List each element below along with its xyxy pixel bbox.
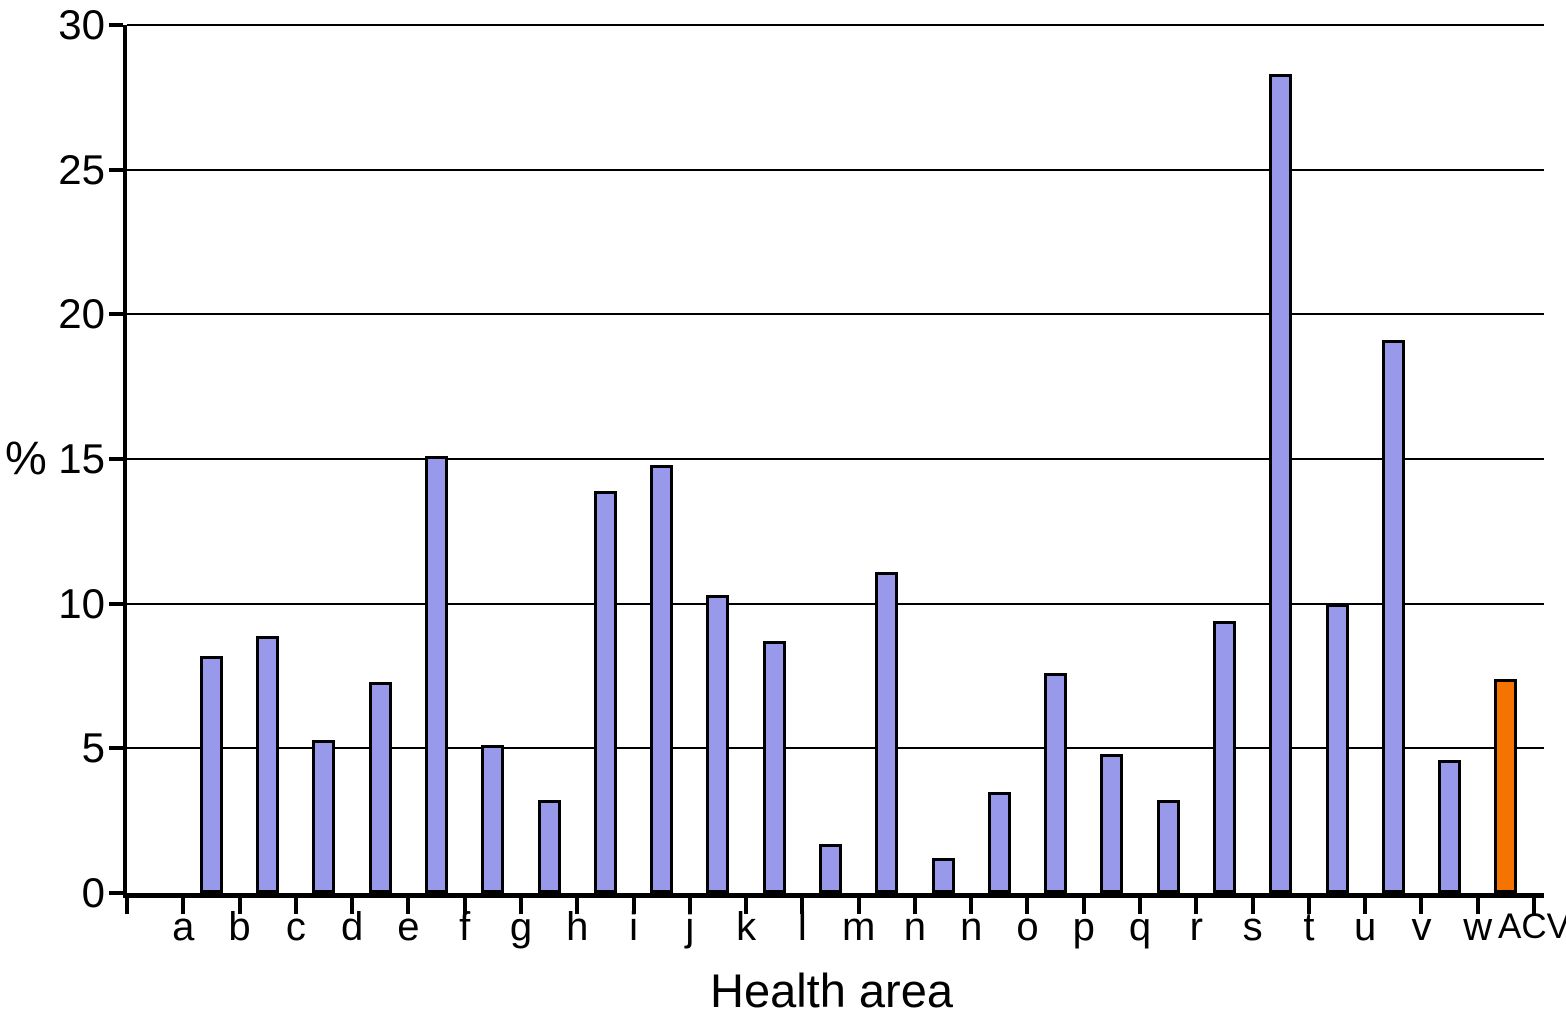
x-axis-tick-11 xyxy=(744,893,749,914)
y-tick-label-5: 5 xyxy=(81,724,105,772)
x-axis-tick-4 xyxy=(350,893,355,914)
x-tick-label-f: f xyxy=(459,905,471,949)
bar-i xyxy=(593,490,617,893)
bar-e xyxy=(368,681,392,893)
x-axis-tick-2 xyxy=(237,893,242,914)
gridline-15 xyxy=(127,458,1544,460)
bar-j xyxy=(650,464,674,893)
plot-area: 0 5 10 15 20 25 30 a b c d e f g h i j k l m n n o p q r s t u v w ACV xyxy=(58,1,1566,949)
x-tick-label-u: u xyxy=(1354,905,1377,949)
bar-f xyxy=(425,456,449,893)
y-axis-tick-30 xyxy=(109,23,123,27)
y-tick-label-15: 15 xyxy=(58,435,105,482)
gridline-10 xyxy=(127,602,1544,605)
bar-m xyxy=(819,843,842,893)
x-axis-tick-10 xyxy=(687,893,692,914)
x-tick-label-s: s xyxy=(1242,905,1263,949)
x-axis-title: Health area xyxy=(710,964,953,1017)
gridline-5 xyxy=(127,747,1544,750)
x-tick-label-l: l xyxy=(797,905,807,949)
x-axis-tick-1 xyxy=(181,893,186,914)
x-tick-label-r: r xyxy=(1189,905,1203,949)
x-tick-label-i: i xyxy=(629,905,638,949)
y-axis-tick-25 xyxy=(109,167,123,172)
x-tick-label-ACV: ACV xyxy=(1498,907,1566,946)
bar-d xyxy=(312,739,336,893)
x-axis-tick-6 xyxy=(462,893,467,914)
x-tick-label-o: o xyxy=(1016,905,1039,949)
bar-w xyxy=(1438,759,1462,893)
bar-p xyxy=(1044,673,1068,893)
bar-g xyxy=(481,745,505,893)
bar-o xyxy=(987,791,1011,893)
y-tick-label-30: 30 xyxy=(58,1,105,48)
x-tick-label-d: d xyxy=(340,905,364,949)
bar-k xyxy=(706,595,730,893)
bar-l xyxy=(762,641,786,893)
x-axis-tick-14 xyxy=(912,893,917,914)
bar-r xyxy=(1156,800,1180,893)
x-axis-tick-17 xyxy=(1081,893,1086,914)
x-axis-tick-19 xyxy=(1194,893,1199,914)
x-tick-label-v: v xyxy=(1411,905,1432,949)
x-axis-tick-18 xyxy=(1138,893,1143,914)
y-axis-tick-15 xyxy=(109,457,123,461)
x-axis-tick-13 xyxy=(856,893,861,914)
y-tick-label-0: 0 xyxy=(81,869,105,916)
bar-ACV xyxy=(1494,678,1518,893)
bar-b xyxy=(199,655,223,893)
x-axis-tick-16 xyxy=(1025,893,1030,914)
y-axis-tick-10 xyxy=(109,601,123,606)
y-axis-label: % xyxy=(5,431,47,484)
x-axis-tick-15 xyxy=(969,893,974,914)
x-axis-tick-20 xyxy=(1250,893,1255,914)
bar-t xyxy=(1269,74,1293,893)
x-axis-tick-3 xyxy=(293,893,298,914)
x-tick-label-j: j xyxy=(685,905,695,949)
x-axis-tick-24 xyxy=(1475,893,1480,914)
y-axis-tick-20 xyxy=(109,312,123,317)
x-tick-label-a: a xyxy=(172,905,195,949)
x-axis-tick-23 xyxy=(1419,893,1424,914)
bar-n-2 xyxy=(931,858,955,893)
bar-n xyxy=(875,571,899,893)
x-axis-tick-22 xyxy=(1363,893,1368,914)
x-axis-tick-21 xyxy=(1306,893,1311,914)
bar-v xyxy=(1381,340,1405,893)
x-tick-label-q: q xyxy=(1128,905,1152,949)
y-axis-tick-0 xyxy=(109,891,123,895)
x-tick-label-n: n xyxy=(903,905,927,949)
bar-q xyxy=(1100,754,1124,893)
y-tick-label-25: 25 xyxy=(58,145,105,193)
x-axis-tick-0 xyxy=(125,893,129,914)
y-axis-tick-5 xyxy=(109,746,123,751)
x-tick-label-b: b xyxy=(228,905,251,949)
bar-c xyxy=(256,635,280,893)
gridline-20 xyxy=(127,313,1544,316)
gridline-25 xyxy=(127,168,1544,171)
bar-h xyxy=(537,800,561,893)
y-tick-label-20: 20 xyxy=(58,290,105,338)
x-axis-tick-5 xyxy=(406,893,411,914)
x-axis-tick-9 xyxy=(631,893,636,914)
x-axis-tick-8 xyxy=(575,893,580,914)
x-tick-label-c: c xyxy=(285,905,306,949)
x-axis-tick-12 xyxy=(800,893,805,914)
bar-s xyxy=(1212,621,1236,893)
x-tick-label-h: h xyxy=(566,905,589,949)
y-tick-label-10: 10 xyxy=(58,579,105,627)
x-axis-tick-25 xyxy=(1532,893,1536,914)
x-tick-label-e: e xyxy=(397,905,420,949)
bar-u xyxy=(1325,603,1349,893)
x-tick-label-t: t xyxy=(1303,905,1315,949)
x-axis-tick-7 xyxy=(518,893,523,914)
x-tick-label-n-2: n xyxy=(960,905,983,949)
x-tick-label-k: k xyxy=(736,905,757,949)
x-tick-label-p: p xyxy=(1072,905,1095,949)
gridline-30 xyxy=(127,24,1544,26)
x-tick-label-g: g xyxy=(509,905,533,949)
